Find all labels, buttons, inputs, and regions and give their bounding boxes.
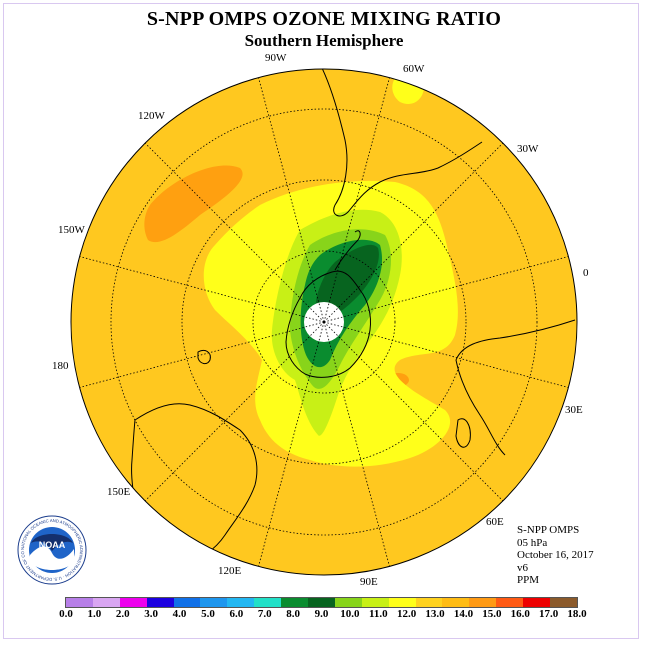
- lon-label-90w: 90W: [265, 52, 287, 64]
- lon-label-90e: 90E: [360, 576, 378, 588]
- colorbar-tick-label: 13.0: [425, 608, 445, 620]
- lon-label-150e: 150E: [107, 486, 131, 498]
- colorbar-tick-label: 9.0: [314, 608, 329, 620]
- colorbar-tick-label: 16.0: [510, 608, 530, 620]
- colorbar: [65, 597, 578, 608]
- meridian-line: [323, 77, 390, 323]
- colorbar-segment: [308, 598, 335, 607]
- colorbar-segment: [361, 598, 389, 607]
- ozone-contour-dark-green: [315, 244, 379, 322]
- madagascar-coastline: [455, 418, 471, 448]
- lon-label-60e: 60E: [486, 516, 504, 528]
- colorbar-tick-label: 12.0: [397, 608, 417, 620]
- map-boundary: [70, 68, 578, 576]
- lon-label-120e: 120E: [218, 565, 242, 577]
- lon-label-120w: 120W: [138, 110, 165, 122]
- latitude-circle: [181, 179, 467, 465]
- latitude-circle: [252, 250, 396, 394]
- colorbar-segment: [469, 598, 497, 607]
- colorbar-tick-label: 4.0: [172, 608, 187, 620]
- australia-coastline: [131, 403, 258, 566]
- latitude-circles: [110, 108, 538, 536]
- info-instrument: S-NPP OMPS: [517, 524, 580, 536]
- colorbar-segment: [388, 598, 416, 607]
- colorbar-segment: [442, 598, 470, 607]
- colorbar-segment: [334, 598, 362, 607]
- colorbar-segment: [146, 598, 174, 607]
- colorbar-segment: [173, 598, 201, 607]
- colorbar-segment: [119, 598, 147, 607]
- lon-label-180: 180: [52, 360, 69, 372]
- meridian-line: [323, 321, 390, 567]
- colorbar-tick-label: 8.0: [286, 608, 300, 620]
- meridian-line: [258, 77, 325, 323]
- meridian-line: [144, 321, 325, 502]
- meridian-line: [323, 321, 569, 388]
- colorbar-segment: [281, 598, 309, 607]
- colorbar-segment: [523, 598, 551, 607]
- info-level: 05 hPa: [517, 536, 548, 549]
- map-subtitle: Southern Hemisphere: [244, 31, 404, 50]
- meridian-line: [258, 321, 325, 567]
- colorbar-tick-label: 10.0: [340, 608, 360, 620]
- colorbar-tick-label: 11.0: [368, 608, 388, 620]
- lon-label-30e: 30E: [565, 404, 583, 416]
- colorbar-tick-label: 1.0: [87, 608, 102, 620]
- colorbar-tick-label: 18.0: [567, 608, 587, 620]
- colorbar-segment: [92, 598, 120, 607]
- lon-label-30w: 30W: [517, 143, 539, 155]
- colorbar-segment: [415, 598, 443, 607]
- coastlines: [131, 69, 576, 566]
- noaa-logo: NATIONAL OCEANIC AND ATMOSPHERIC ADMINIS…: [17, 515, 87, 585]
- meridian-line: [144, 142, 325, 323]
- colorbar-tick-label: 5.0: [201, 608, 215, 620]
- colorbar-segment: [66, 598, 93, 607]
- info-units: PPM: [517, 574, 540, 586]
- meridian-line: [79, 321, 325, 388]
- colorbar-segment: [496, 598, 524, 607]
- info-version: v6: [517, 561, 528, 574]
- meridian-line: [79, 256, 325, 323]
- lon-label-150w: 150W: [58, 224, 85, 236]
- meridian-line: [323, 142, 504, 323]
- lon-label-0: 0: [583, 267, 589, 279]
- info-date: October 16, 2017: [517, 549, 594, 561]
- new-zealand-coastline: [197, 349, 211, 365]
- antarctic-peninsula-coastline: [334, 230, 361, 271]
- colorbar-tick-label: 17.0: [538, 608, 559, 620]
- colorbar-segment: [200, 598, 228, 607]
- map-title: S-NPP OMPS OZONE MIXING RATIO: [146, 8, 502, 30]
- noaa-logo-text: NOAA: [39, 540, 66, 550]
- colorbar-tick-label: 2.0: [115, 608, 130, 620]
- meridian-lines: [79, 77, 569, 567]
- colorbar-tick-label: 0.0: [59, 608, 73, 620]
- antarctica-coastline: [285, 270, 371, 378]
- africa-coastline: [455, 319, 576, 456]
- colorbar-segment: [550, 598, 577, 607]
- south-america-coastline: [321, 69, 483, 217]
- colorbar-tick-label: 15.0: [482, 608, 502, 620]
- meridian-line: [323, 256, 569, 323]
- colorbar-segment: [254, 598, 282, 607]
- colorbar-tick-label: 14.0: [453, 608, 474, 620]
- figure-frame: [3, 3, 639, 639]
- colorbar-tick-label: 7.0: [257, 608, 272, 620]
- meridian-line: [323, 321, 504, 502]
- ozone-contour-orange: [144, 165, 243, 243]
- latitude-circle: [110, 108, 538, 536]
- colorbar-segment: [227, 598, 255, 607]
- colorbar-tick-label: 3.0: [144, 608, 159, 620]
- colorbar-tick-label: 6.0: [229, 608, 244, 620]
- lon-label-60w: 60W: [403, 63, 425, 75]
- info-block: S-NPP OMPS 05 hPa October 16, 2017 v6 PP…: [517, 524, 594, 587]
